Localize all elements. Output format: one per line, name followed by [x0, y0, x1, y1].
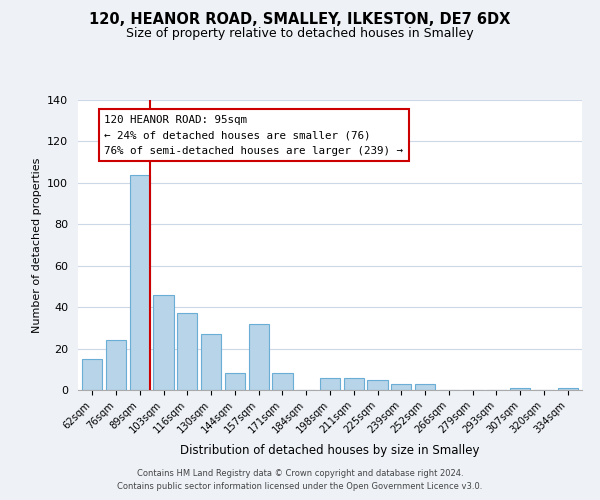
Bar [272, 374, 293, 390]
Bar [248, 324, 269, 390]
Text: Contains HM Land Registry data © Crown copyright and database right 2024.: Contains HM Land Registry data © Crown c… [137, 468, 463, 477]
Bar [320, 378, 340, 390]
Y-axis label: Number of detached properties: Number of detached properties [32, 158, 41, 332]
Bar [177, 314, 197, 390]
Bar [367, 380, 388, 390]
Text: Size of property relative to detached houses in Smalley: Size of property relative to detached ho… [126, 28, 474, 40]
Bar [344, 378, 364, 390]
X-axis label: Distribution of detached houses by size in Smalley: Distribution of detached houses by size … [180, 444, 480, 456]
Bar [391, 384, 412, 390]
Bar [106, 340, 126, 390]
Text: 120, HEANOR ROAD, SMALLEY, ILKESTON, DE7 6DX: 120, HEANOR ROAD, SMALLEY, ILKESTON, DE7… [89, 12, 511, 28]
Bar [510, 388, 530, 390]
Text: Contains public sector information licensed under the Open Government Licence v3: Contains public sector information licen… [118, 482, 482, 491]
Bar [130, 174, 150, 390]
Text: 120 HEANOR ROAD: 95sqm
← 24% of detached houses are smaller (76)
76% of semi-det: 120 HEANOR ROAD: 95sqm ← 24% of detached… [104, 114, 403, 156]
Bar [82, 359, 103, 390]
Bar [225, 374, 245, 390]
Bar [557, 388, 578, 390]
Bar [415, 384, 435, 390]
Bar [201, 334, 221, 390]
Bar [154, 294, 173, 390]
